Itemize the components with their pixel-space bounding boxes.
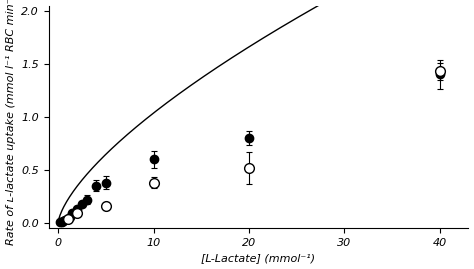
Y-axis label: Rate of ʟ-lactate uptake (mmol l⁻¹ RBC min⁻¹): Rate of ʟ-lactate uptake (mmol l⁻¹ RBC m… bbox=[6, 0, 16, 245]
X-axis label: [L-Lactate] (mmol⁻¹): [L-Lactate] (mmol⁻¹) bbox=[201, 253, 316, 263]
